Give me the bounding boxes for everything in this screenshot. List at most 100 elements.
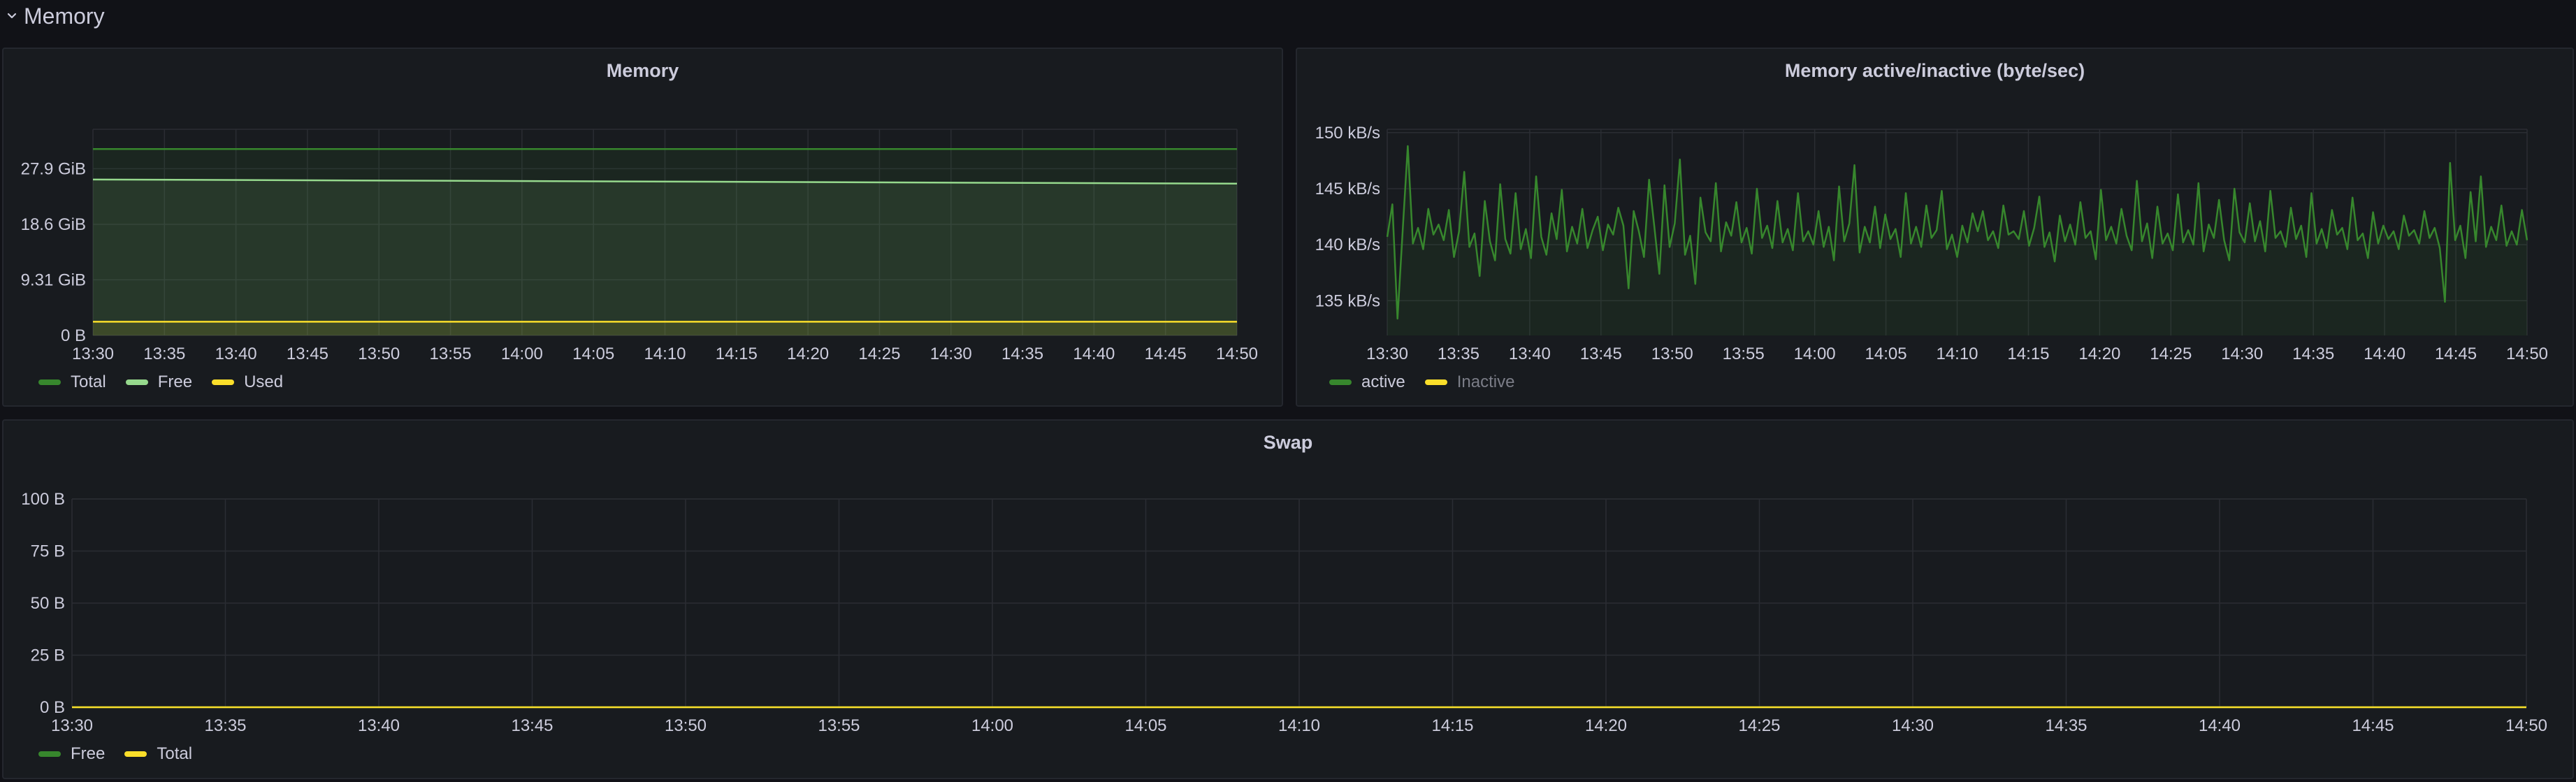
x-tick-label: 13:40 <box>1509 345 1551 363</box>
x-tick-label: 13:40 <box>215 345 257 363</box>
x-tick-label: 14:25 <box>1738 716 1780 735</box>
x-tick-label: 14:00 <box>971 716 1013 735</box>
x-tick-label: 14:25 <box>858 345 900 363</box>
x-tick-label: 14:05 <box>1124 716 1166 735</box>
x-tick-label: 14:15 <box>1431 716 1473 735</box>
x-tick-label: 13:45 <box>1580 345 1622 363</box>
x-tick-label: 14:00 <box>1794 345 1836 363</box>
panel-title[interactable]: Memory <box>606 60 679 81</box>
legend-label: Total <box>71 372 106 391</box>
x-tick-label: 14:05 <box>572 345 614 363</box>
y-tick-label: 0 B <box>61 326 86 345</box>
x-tick-label: 13:35 <box>204 716 246 735</box>
y-tick-label: 50 B <box>31 594 65 613</box>
x-tick-label: 13:30 <box>1366 345 1408 363</box>
series-line-active[interactable] <box>1386 145 2528 320</box>
legend-label: Total <box>157 744 193 763</box>
x-tick-label: 14:10 <box>1278 716 1320 735</box>
x-tick-label: 13:45 <box>511 716 553 735</box>
x-tick-label: 14:50 <box>1216 345 1258 363</box>
legend-label: Free <box>157 372 193 391</box>
x-tick-label: 13:40 <box>358 716 400 735</box>
legend-item-total[interactable]: Total <box>124 744 192 764</box>
chevron-down-icon[interactable] <box>0 0 24 32</box>
series-area-used <box>93 321 1237 335</box>
x-tick-label: 13:35 <box>143 345 185 363</box>
x-tick-label: 14:35 <box>2292 345 2334 363</box>
y-tick-label: 75 B <box>31 542 65 561</box>
x-tick-label: 14:10 <box>644 345 686 363</box>
panel-title[interactable]: Swap <box>1263 432 1313 453</box>
x-tick-label: 14:30 <box>1892 716 1934 735</box>
x-tick-label: 14:15 <box>2007 345 2049 363</box>
legend-swatch <box>1424 379 1447 385</box>
x-tick-label: 13:55 <box>818 716 860 735</box>
x-tick-label: 14:20 <box>787 345 829 363</box>
memory-active-chart: 13:30 13:35 13:40 13:45 13:50 13:55 14:00 14:05… <box>1315 124 2548 363</box>
x-tick-label: 14:20 <box>1585 716 1627 735</box>
x-tick-label: 14:15 <box>716 345 758 363</box>
legend-swatch <box>38 379 61 385</box>
legend-label: Used <box>244 372 284 391</box>
y-tick-label: 135 kB/s <box>1315 291 1380 310</box>
y-tick-label: 27.9 GiB <box>21 159 86 178</box>
y-tick-label: 100 B <box>21 490 65 509</box>
x-tick-label: 13:50 <box>665 716 707 735</box>
y-tick-label: 9.31 GiB <box>21 270 86 289</box>
memory-chart: 13:30 13:35 13:40 13:45 13:50 13:55 14:00 14:05… <box>21 129 1258 363</box>
x-tick-label: 14:30 <box>930 345 972 363</box>
legend-item-free[interactable]: Free <box>38 744 105 764</box>
x-tick-label: 14:00 <box>501 345 543 363</box>
memory-active-panel: Memory active/inactive (byte/sec) 13:30 1… <box>1296 48 2574 407</box>
swap-chart: 13:30 13:35 13:40 13:45 13:50 13:55 14:00 14:05… <box>21 490 2547 735</box>
x-tick-label: 13:45 <box>287 345 328 363</box>
swap-panel: Swap 13:30 13:35 13:40 13:45 13:50 13:55 14:00… <box>2 419 2574 779</box>
memory-legend: Total Free Used <box>38 372 283 392</box>
x-tick-label: 13:55 <box>1723 345 1765 363</box>
x-tick-label: 14:30 <box>2221 345 2263 363</box>
x-tick-label: 14:40 <box>2199 716 2241 735</box>
x-tick-label: 13:50 <box>1651 345 1693 363</box>
legend-item-used[interactable]: Used <box>212 372 283 392</box>
y-tick-label: 145 kB/s <box>1315 180 1380 198</box>
memory-panel: Memory 13:30 13:35 13:40 13:45 13:50 13:55 14:… <box>2 48 1283 407</box>
x-tick-label: 13:55 <box>430 345 472 363</box>
x-tick-label: 13:35 <box>1438 345 1479 363</box>
x-tick-label: 14:40 <box>2364 345 2405 363</box>
legend-item-inactive[interactable]: Inactive <box>1424 372 1515 392</box>
legend-swatch <box>125 379 148 385</box>
row-title[interactable]: Memory <box>24 3 105 29</box>
x-tick-label: 14:35 <box>1001 345 1043 363</box>
x-tick-label: 14:35 <box>2045 716 2087 735</box>
y-tick-label: 140 kB/s <box>1315 236 1380 254</box>
panel-title[interactable]: Memory active/inactive (byte/sec) <box>1784 60 2085 81</box>
x-tick-label: 14:25 <box>2150 345 2192 363</box>
x-tick-label: 14:45 <box>1145 345 1187 363</box>
series-area-active <box>1387 146 2527 336</box>
legend-swatch <box>212 379 235 385</box>
legend-item-free[interactable]: Free <box>125 372 193 392</box>
x-tick-label: 14:05 <box>1865 345 1907 363</box>
legend-swatch <box>38 751 61 757</box>
y-tick-label: 25 B <box>31 646 65 665</box>
series-line-free[interactable] <box>92 178 1238 185</box>
x-tick-label: 13:50 <box>358 345 400 363</box>
x-tick-label: 13:30 <box>72 345 114 363</box>
legend-label: Inactive <box>1456 372 1515 391</box>
x-tick-label: 13:30 <box>51 716 93 735</box>
series-area-total <box>93 149 1237 335</box>
legend-label: Free <box>71 744 106 763</box>
legend-item-active[interactable]: active <box>1329 372 1405 392</box>
y-tick-label: 150 kB/s <box>1315 124 1380 143</box>
legend-label: active <box>1361 372 1405 391</box>
x-tick-label: 14:45 <box>2435 345 2477 363</box>
row-header[interactable]: Memory <box>0 0 2576 32</box>
x-tick-label: 14:45 <box>2352 716 2394 735</box>
y-tick-label: 0 B <box>40 698 65 717</box>
x-tick-label: 14:10 <box>1936 345 1978 363</box>
x-tick-label: 14:50 <box>2505 716 2547 735</box>
x-tick-label: 14:50 <box>2506 345 2548 363</box>
x-tick-label: 14:20 <box>2078 345 2120 363</box>
memory-active-legend: active Inactive <box>1329 372 1514 392</box>
legend-item-total[interactable]: Total <box>38 372 106 392</box>
